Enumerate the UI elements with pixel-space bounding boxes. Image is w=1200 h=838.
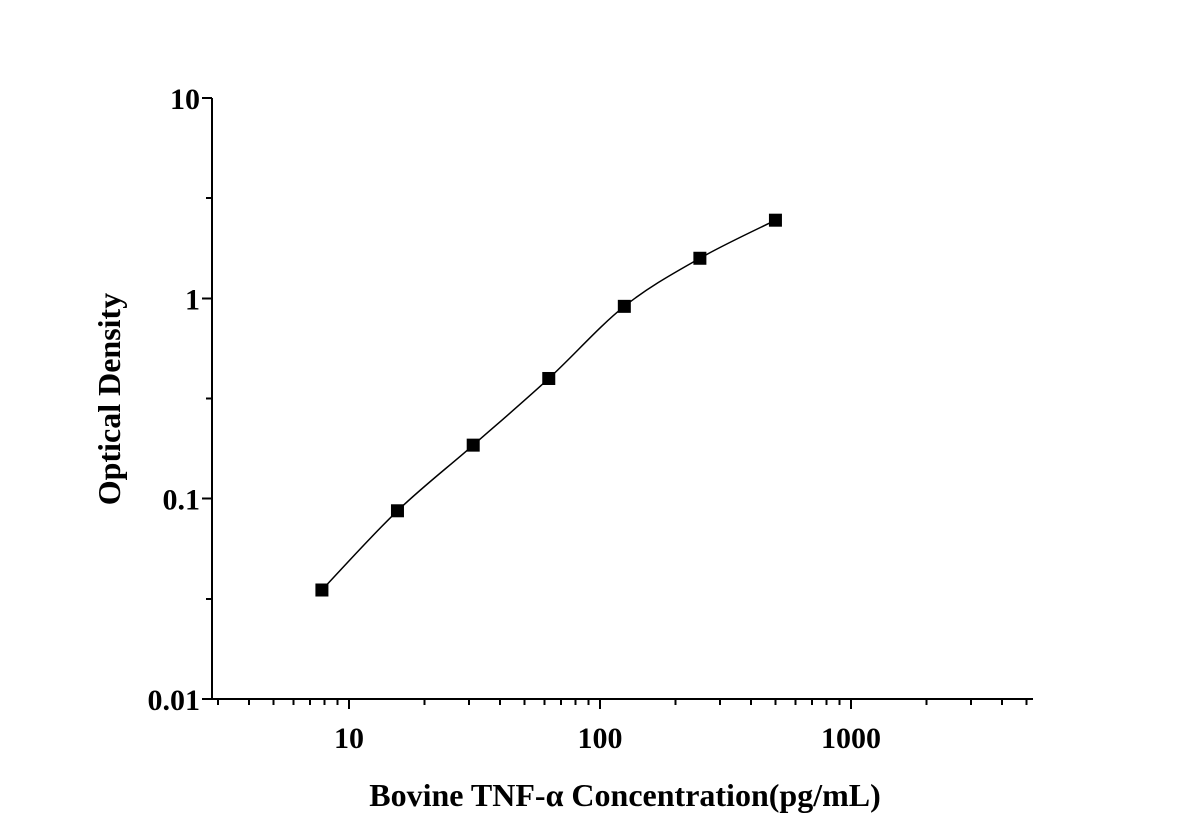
data-point-marker: [768, 213, 782, 227]
x-tick-label: 100: [578, 722, 623, 755]
y-axis-title: Optical Density: [91, 293, 127, 505]
y-tick-label: 0.1: [163, 484, 201, 517]
data-point-marker: [390, 504, 404, 518]
y-axis-tick-labels: 0.01 0.1 1 10: [148, 83, 201, 717]
x-tick-label: 10: [334, 722, 364, 755]
data-point-marker: [617, 299, 631, 313]
data-point-marker: [542, 371, 556, 385]
y-tick-label: 0.01: [148, 684, 201, 717]
y-axis-ticks: [202, 97, 212, 700]
data-point-marker: [315, 583, 329, 597]
x-axis-tick-labels: 10 100 1000: [334, 722, 881, 755]
x-axis-ticks: [216, 699, 1028, 709]
x-tick-label: 1000: [821, 722, 881, 755]
y-tick-label: 10: [170, 83, 200, 116]
y-tick-label: 1: [185, 283, 200, 316]
data-point-marker: [693, 251, 707, 265]
axes: [211, 98, 1033, 700]
series-line: [321, 219, 776, 591]
data-series: [321, 219, 776, 591]
x-axis-title: Bovine TNF-α Concentration(pg/mL): [369, 777, 880, 813]
data-point-marker: [466, 438, 480, 452]
data-markers: [315, 213, 782, 597]
